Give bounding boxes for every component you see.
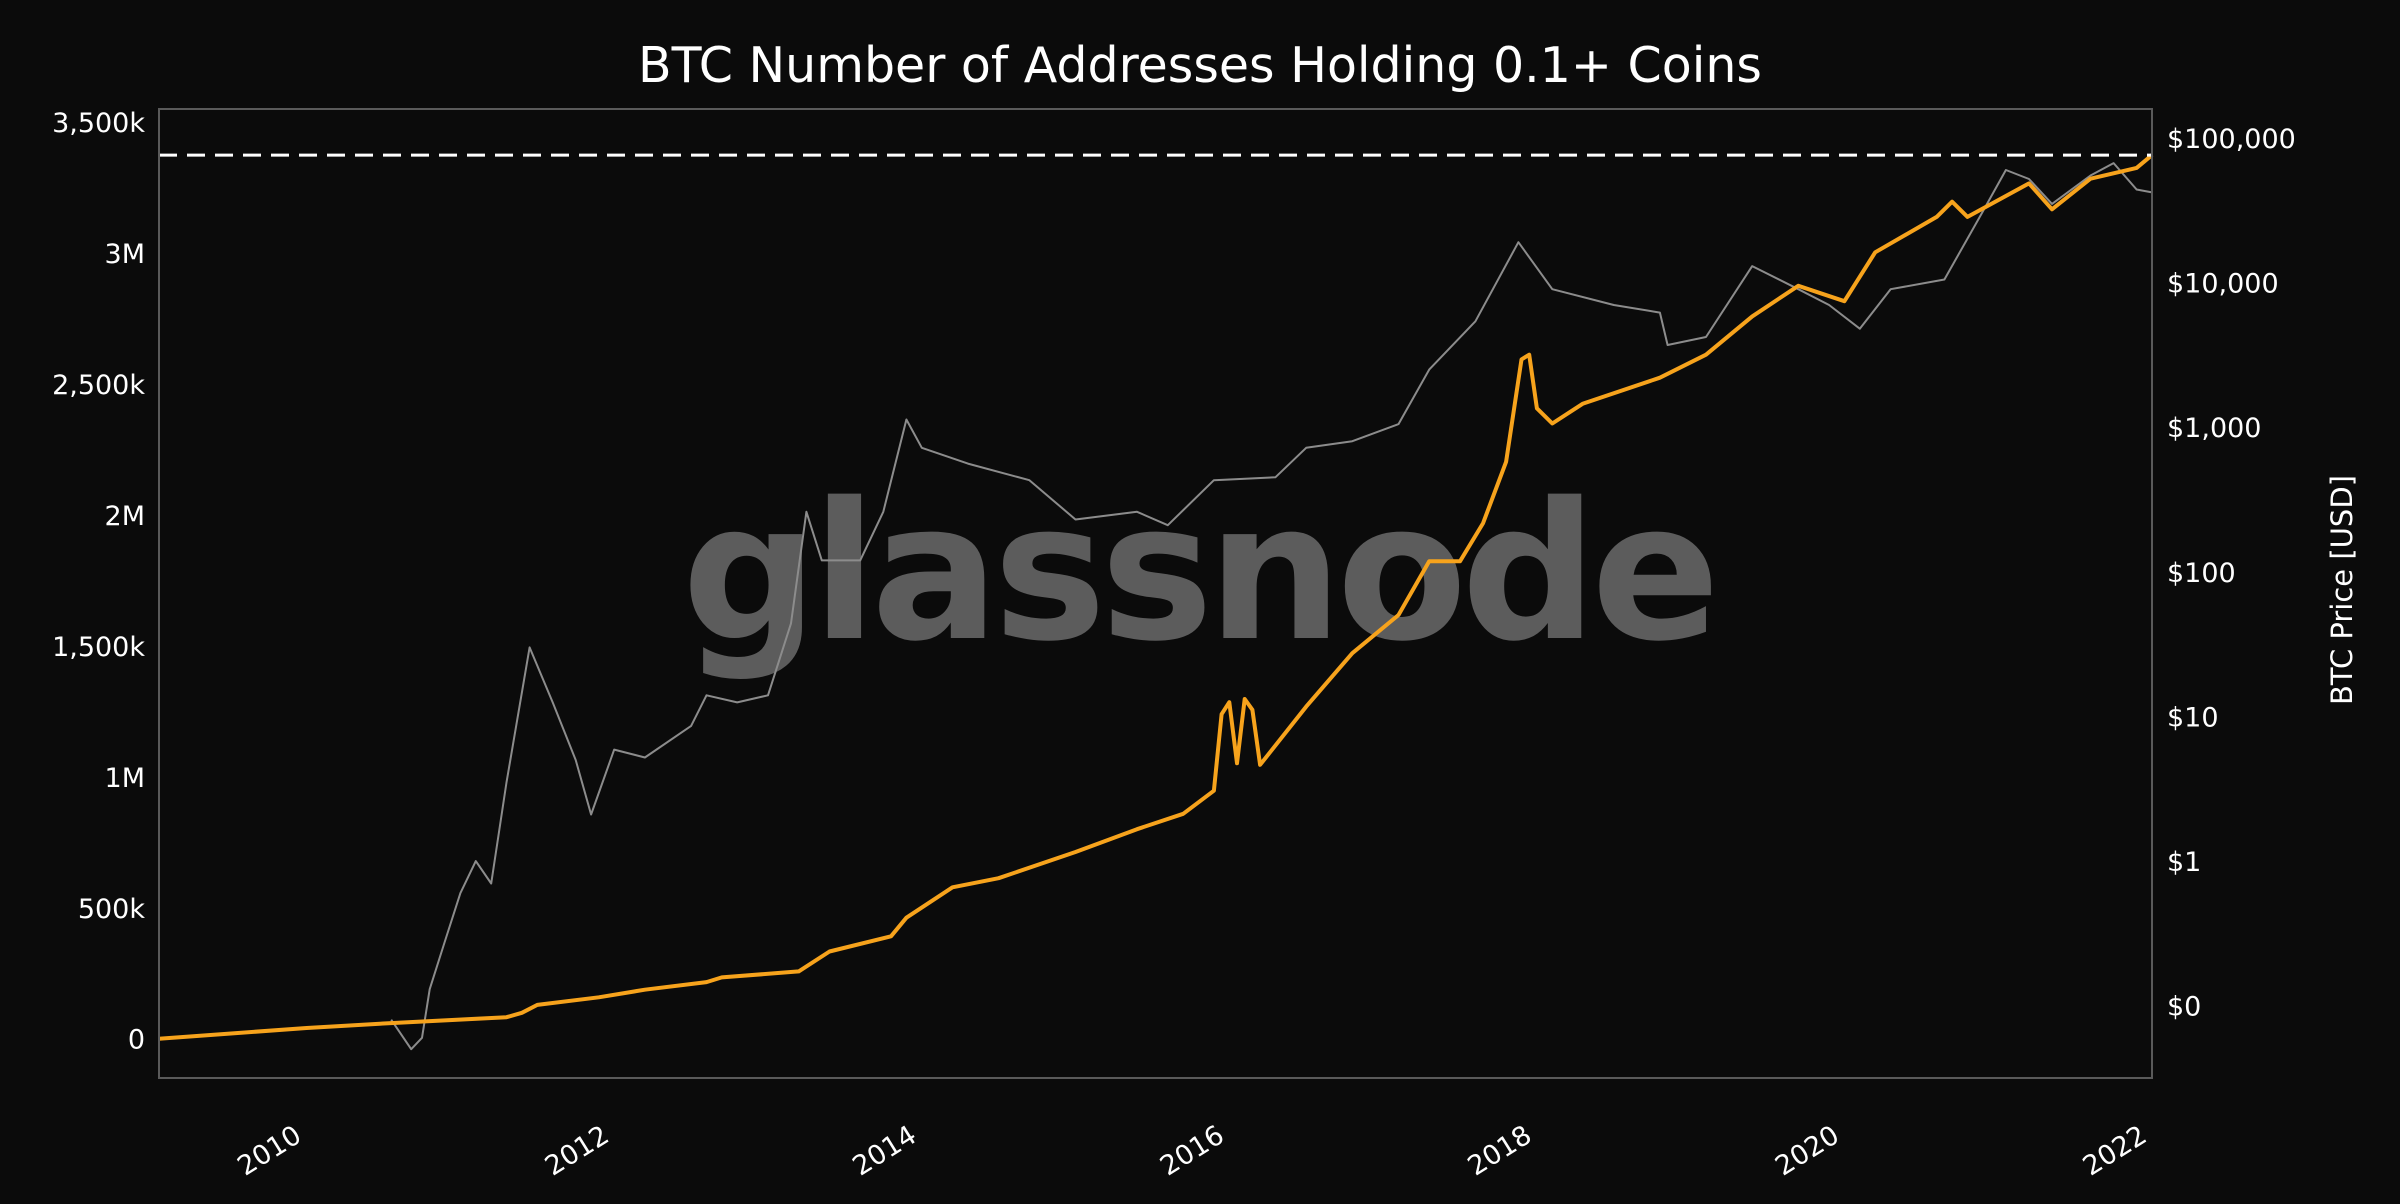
left-y-tick-label: 2,500k (52, 370, 145, 401)
btc-price-line (390, 162, 2153, 1051)
right-y-tick-label: $0 (2167, 992, 2201, 1023)
right-y-tick-label: $100 (2167, 558, 2236, 589)
left-y-tick-label: 3,500k (52, 108, 145, 139)
right-y-tick-label: $1 (2167, 847, 2201, 878)
left-y-tick-label: 500k (78, 894, 146, 925)
right-y-tick-label: $10 (2167, 702, 2219, 733)
right-y-tick-label: $100,000 (2167, 124, 2296, 155)
right-y-tick-label: $1,000 (2167, 413, 2261, 444)
left-y-tick-label: 2M (105, 501, 145, 532)
watermark: glassnode (682, 462, 1714, 683)
right-axis-label: BTC Price [USD] (2325, 475, 2359, 705)
left-y-tick-label: 3M (105, 239, 145, 270)
chart-title: BTC Number of Addresses Holding 0.1+ Coi… (638, 37, 1762, 94)
plot-frame (158, 108, 2153, 1079)
right-y-tick-label: $10,000 (2167, 269, 2279, 300)
series-layer (158, 153, 2154, 1051)
left-y-tick-label: 1M (105, 763, 145, 794)
left-y-tick-label: 1,500k (52, 632, 145, 663)
address-count-line (158, 153, 2154, 1041)
left-y-tick-label: 0 (128, 1025, 145, 1056)
